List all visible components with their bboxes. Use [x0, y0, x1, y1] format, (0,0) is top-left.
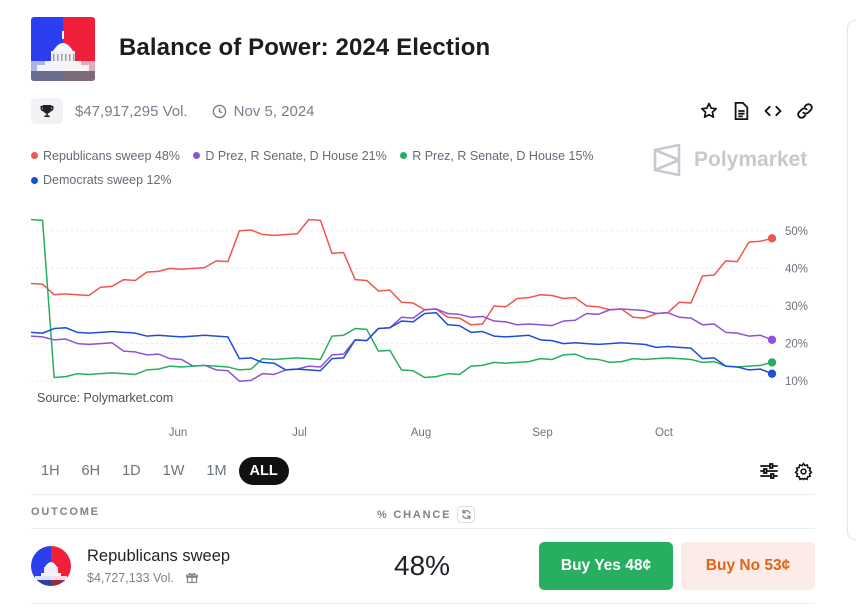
- market-thumbnail: [31, 17, 95, 81]
- series-endpoint: [767, 335, 777, 345]
- legend-item: D Prez, R Senate, D House 21%: [193, 144, 387, 168]
- polymarket-logo-icon: [653, 144, 681, 176]
- buy-yes-button[interactable]: Buy Yes 48¢: [539, 542, 673, 590]
- series-endpoint: [767, 369, 777, 378]
- market-volume: $47,917,295 Vol.: [75, 102, 188, 120]
- document-icon[interactable]: [730, 100, 752, 122]
- y-tick-label: 20%: [785, 339, 808, 351]
- range-tab-6h[interactable]: 6H: [81, 463, 101, 479]
- range-tab-1d[interactable]: 1D: [122, 463, 141, 479]
- capitol-image: [31, 17, 95, 81]
- price-chart: 10% 20% 30% 40% 50% Jun Jul Aug Sep Oct: [30, 218, 808, 439]
- buy-no-button[interactable]: Buy No 53¢: [681, 542, 815, 590]
- legend-item: Republicans sweep 48%: [31, 144, 180, 168]
- sidebar-panel-edge: [847, 20, 856, 540]
- series-line: [30, 218, 773, 379]
- x-tick-label: Jun: [169, 427, 188, 439]
- series-line: [30, 218, 773, 326]
- legend-label: D Prez, R Senate, D House 21%: [205, 148, 387, 163]
- outcome-column-header: OUTCOME: [31, 506, 100, 518]
- x-tick-label: Aug: [411, 427, 431, 439]
- series-line: [30, 311, 773, 375]
- y-tick-label: 10%: [785, 376, 808, 388]
- market-end-date: Nov 5, 2024: [233, 102, 315, 120]
- gear-icon[interactable]: [792, 460, 814, 482]
- x-tick-label: Jul: [292, 427, 307, 439]
- link-icon[interactable]: [794, 100, 816, 122]
- y-tick-label: 50%: [785, 226, 808, 238]
- divider: [31, 603, 815, 604]
- watermark-text: Polymarket: [694, 148, 808, 171]
- legend-dot: [31, 152, 38, 159]
- outcome-name[interactable]: Republicans sweep: [87, 547, 231, 565]
- chart-controls: [758, 460, 814, 482]
- chart-source: Source: Polymarket.com: [31, 389, 180, 407]
- star-icon[interactable]: [698, 100, 720, 122]
- outcome-chance: 48%: [394, 550, 451, 581]
- series-endpoint: [767, 234, 777, 243]
- range-tab-1w[interactable]: 1W: [162, 463, 185, 479]
- divider: [31, 494, 815, 495]
- range-tab-1h[interactable]: 1H: [41, 463, 60, 479]
- chance-header-label: % CHANCE: [377, 508, 452, 521]
- series-endpoint: [767, 358, 777, 367]
- embed-icon[interactable]: [762, 100, 784, 122]
- y-tick-label: 30%: [785, 301, 808, 313]
- legend-item: Democrats sweep 12%: [31, 168, 172, 192]
- clock-icon: [212, 104, 227, 119]
- outcome-volume-row: $4,727,133 Vol.: [87, 571, 198, 585]
- market-meta: $47,917,295 Vol. Nov 5, 2024: [31, 97, 315, 125]
- market-actions: [698, 100, 816, 122]
- legend-dot: [31, 176, 38, 184]
- legend-dot: [193, 152, 201, 159]
- chance-column-header: % CHANCE: [377, 506, 476, 523]
- legend-item: R Prez, R Senate, D House 15%: [400, 144, 594, 168]
- range-tab-1m[interactable]: 1M: [206, 463, 227, 479]
- series-line: [30, 308, 773, 382]
- trophy-icon[interactable]: [31, 98, 63, 124]
- range-tab-all[interactable]: ALL: [238, 457, 289, 485]
- outcome-avatar: [31, 546, 71, 586]
- legend-label: R Prez, R Senate, D House 15%: [412, 148, 594, 163]
- legend-label: Republicans sweep 48%: [43, 148, 180, 163]
- y-tick-label: 40%: [785, 263, 808, 275]
- x-tick-label: Sep: [532, 427, 552, 439]
- x-tick-label: Oct: [655, 427, 674, 439]
- outcome-volume: $4,727,133 Vol.: [87, 571, 174, 585]
- time-range-tabs: 1H 6H 1D 1W 1M ALL: [31, 457, 291, 485]
- refresh-icon[interactable]: [457, 506, 476, 523]
- legend-dot: [400, 152, 408, 159]
- polymarket-watermark: Polymarket: [652, 144, 807, 176]
- sliders-icon[interactable]: [758, 460, 780, 482]
- page-title: Balance of Power: 2024 Election: [119, 34, 491, 61]
- chart-legend: Republicans sweep 48% D Prez, R Senate, …: [31, 143, 631, 192]
- divider: [31, 528, 815, 529]
- gift-icon[interactable]: [186, 572, 198, 584]
- legend-label: Democrats sweep 12%: [43, 173, 172, 187]
